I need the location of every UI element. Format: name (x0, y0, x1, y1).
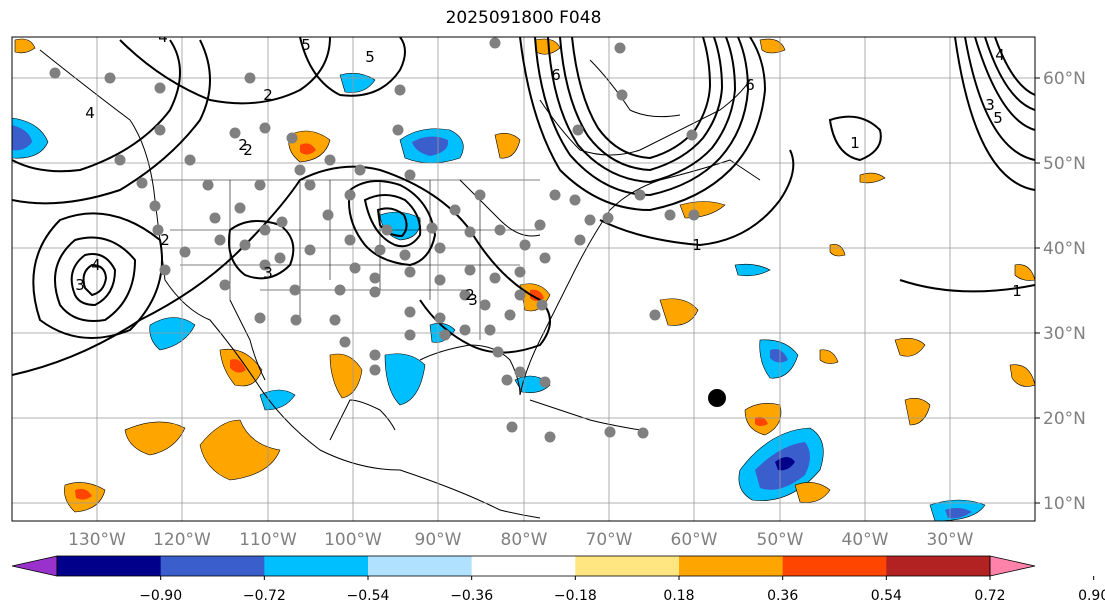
contour-label: 3 (263, 264, 273, 282)
contour-label: 4 (995, 46, 1005, 64)
longitude-label: 50°W (757, 530, 804, 550)
contour-label: 4 (85, 104, 95, 122)
longitude-labels: 130°W 120°W 110°W 100°W 90°W 80°W 70°W 60°W 50°W… (68, 530, 974, 550)
longitude-label: 80°W (501, 530, 548, 550)
colorbar-tick-label: −0.72 (243, 588, 286, 604)
colorbar-tick-labels: −0.90 −0.72 −0.54 −0.36 −0.18 0.18 0.36 0.54 0.7… (139, 576, 1105, 604)
colorbar-tick-label: −0.36 (450, 588, 493, 604)
colorbar-tick-label: −0.54 (347, 588, 390, 604)
latitude-label: 20°N (1043, 409, 1086, 429)
colorbar-tick-label: 0.36 (767, 588, 798, 604)
colorbar-segment (886, 556, 991, 576)
contour-label: 3 (468, 291, 478, 309)
longitude-label: 60°W (671, 530, 718, 550)
map-frame (11, 36, 1036, 522)
longitude-label: 100°W (324, 530, 382, 550)
longitude-label: 120°W (153, 530, 211, 550)
colorbar-segment (57, 556, 162, 576)
longitude-label: 40°W (842, 530, 889, 550)
longitude-label: 130°W (68, 530, 126, 550)
colorbar-segment (160, 556, 265, 576)
contour-label: 5 (365, 48, 375, 66)
longitude-label: 70°W (586, 530, 633, 550)
longitude-label: 90°W (415, 530, 462, 550)
colorbar-outline (56, 555, 991, 577)
contour-label: 6 (745, 76, 755, 94)
contour-label: 3 (985, 96, 995, 114)
colorbar-tick-label: 0.18 (663, 588, 694, 604)
contour-label: 6 (551, 66, 561, 84)
colorbar-tick-label: −0.90 (139, 588, 182, 604)
contour-label: 1 (1012, 282, 1022, 300)
coastlines (39, 49, 761, 519)
contour-label: 1 (850, 134, 860, 152)
colorbar-segment (264, 556, 369, 576)
contour-lines (12, 37, 1035, 376)
storm-center-marker (708, 389, 726, 407)
colorbar-segment (471, 556, 576, 576)
colorbar-segment (679, 556, 784, 576)
latitude-label: 50°N (1043, 154, 1086, 174)
latitude-label: 10°N (1043, 494, 1086, 514)
colorbar (11, 555, 1036, 577)
colorbar-tick-label: 0.72 (974, 588, 1005, 604)
colorbar-tick-label: 0.54 (871, 588, 902, 604)
contour-label: 2 (160, 231, 170, 249)
colorbar-segment (782, 556, 887, 576)
colorbar-extend-max (989, 555, 1036, 577)
contour-label: 1 (692, 236, 702, 254)
contour-label: 4 (158, 28, 168, 46)
colorbar-segment (368, 556, 473, 576)
station-dots (49, 37, 700, 443)
latitude-label: 60°N (1043, 69, 1086, 89)
contour-label: 3 (75, 276, 85, 294)
map-title: 2025091800 F048 (445, 8, 602, 28)
latitude-label: 40°N (1043, 239, 1086, 259)
contour-label: 2 (238, 136, 248, 154)
latitude-label: 30°N (1043, 324, 1086, 344)
contour-label: 5 (301, 36, 311, 54)
latitude-labels: 60°N 50°N 40°N 30°N 20°N 10°N (1043, 69, 1086, 514)
contour-label: 2 (243, 141, 253, 159)
longitude-label: 110°W (239, 530, 297, 550)
colorbar-tick-label: −0.18 (554, 588, 597, 604)
colorbar-extend-min (11, 555, 58, 577)
contour-label: 4 (91, 256, 101, 274)
tick-marks (1035, 77, 1040, 504)
contour-label: 5 (993, 109, 1003, 127)
longitude-label: 30°W (927, 530, 974, 550)
colorbar-tick-label: 0.90 (1078, 588, 1105, 604)
colorbar-segment (575, 556, 680, 576)
contour-label: 2 (263, 86, 273, 104)
map-panel (12, 37, 1035, 521)
contour-label: 2 (465, 286, 475, 304)
